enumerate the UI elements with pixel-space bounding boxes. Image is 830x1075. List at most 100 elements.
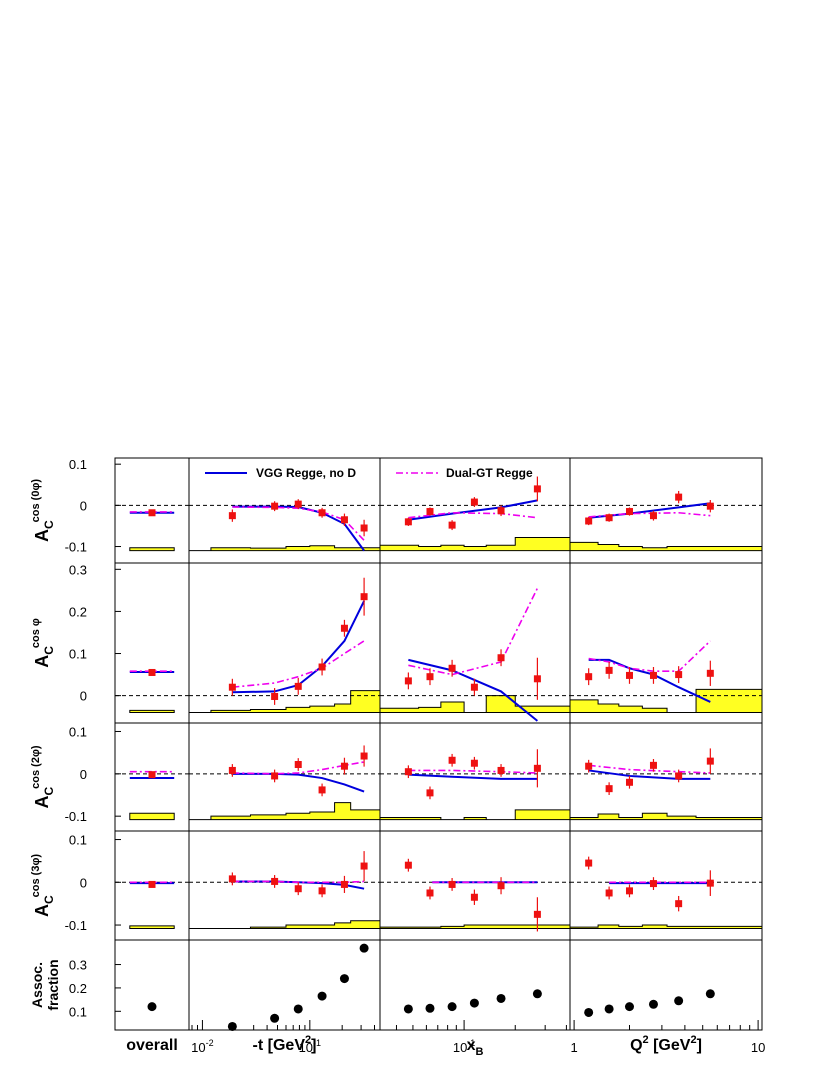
x-tick-label-base: 10	[453, 1040, 467, 1055]
y-tick-label: 0	[80, 498, 87, 513]
panel-cos3phi-t	[188, 830, 381, 941]
y-tick-label: -0.1	[65, 540, 87, 555]
data-point	[605, 666, 613, 674]
systematic-band	[189, 545, 381, 552]
x-axis-title-t: -t [GeV2]	[253, 1034, 317, 1054]
assoc-fraction-point	[293, 1004, 303, 1014]
dual-gt-curve	[588, 764, 711, 774]
assoc-fraction-point	[147, 1002, 157, 1012]
dual-gt-curve	[408, 511, 538, 519]
assoc-fraction-point	[339, 974, 349, 984]
x-tick-label: 10-1	[299, 1038, 321, 1055]
panel-frame	[379, 562, 571, 724]
panel-cosphi-t	[188, 562, 381, 724]
panel-frame	[188, 939, 381, 1031]
data-point	[706, 757, 714, 765]
data-point	[675, 772, 683, 780]
x-axis-title-main: Q	[630, 1037, 642, 1054]
panel-cos2phi-t	[188, 722, 381, 832]
y-axis-title: ACcos (2φ)	[30, 745, 56, 808]
data-point	[497, 766, 505, 774]
data-point	[649, 671, 657, 679]
y-tick-label: 0	[80, 875, 87, 890]
systematic-band	[189, 690, 381, 713]
x-tick-label: 10-1	[453, 1038, 475, 1055]
data-point	[448, 880, 456, 888]
vgg-curve	[232, 505, 365, 552]
vgg-curve	[232, 772, 365, 793]
assoc-fraction-point	[604, 1004, 614, 1014]
x-axis-title-sup: 2	[643, 1034, 649, 1046]
data-point	[625, 671, 633, 679]
y-axis-title: Assoc.fraction	[29, 959, 61, 1010]
data-point	[706, 669, 714, 677]
data-point	[148, 509, 156, 517]
assoc-fraction-point	[469, 998, 479, 1008]
data-point	[585, 762, 593, 770]
x-axis-title-main: overall	[126, 1037, 178, 1054]
data-point	[585, 673, 593, 681]
data-point	[228, 512, 236, 520]
y-axis-title-line2: fraction	[45, 959, 61, 1010]
y-axis-title-main: A	[32, 796, 52, 809]
data-point	[649, 512, 657, 520]
y-tick-label: 0.2	[69, 604, 87, 619]
panel-cos2phi-xB	[379, 722, 571, 832]
panel-frame	[379, 830, 571, 941]
x-axis-title-sub: B	[475, 1046, 483, 1058]
dual-gt-curve	[408, 587, 539, 676]
data-point	[340, 624, 348, 632]
panel-cosphi-Q2	[569, 562, 763, 724]
panel-cos3phi-overall	[114, 830, 190, 941]
data-point	[360, 524, 368, 532]
y-tick-label: -0.1	[65, 918, 87, 933]
assoc-fraction-point	[624, 1002, 634, 1012]
x-axis-title-Q2: Q2 [GeV2]	[630, 1034, 702, 1054]
assoc-fraction-point	[425, 1003, 435, 1013]
assoc-fraction-point	[317, 991, 327, 1001]
data-point	[470, 893, 478, 901]
data-point	[706, 502, 714, 510]
data-point	[426, 889, 434, 897]
x-axis-title-end2: ]	[697, 1037, 702, 1054]
y-axis-title-line1: Assoc.	[29, 962, 45, 1008]
systematic-band	[129, 709, 175, 713]
vgg-curve	[588, 769, 711, 780]
data-point	[148, 771, 156, 779]
y-tick-label: 0.2	[69, 981, 87, 996]
panel-cosphi-overall	[114, 562, 190, 724]
panel-cos0phi-overall	[114, 457, 190, 564]
y-axis-title-main: A	[32, 904, 52, 917]
vgg-curve	[408, 658, 539, 722]
legend-label-vgg: VGG Regge, no D	[256, 466, 356, 480]
y-axis-title-main: A	[32, 529, 52, 542]
data-point	[318, 887, 326, 895]
x-axis-title-end: ]	[311, 1037, 316, 1054]
data-point	[360, 752, 368, 760]
data-point	[470, 683, 478, 691]
x-axis-title-main: x	[467, 1037, 476, 1054]
systematic-band	[569, 688, 763, 713]
data-point	[605, 514, 613, 522]
y-tick-label: -0.1	[65, 809, 87, 824]
data-point	[360, 593, 368, 601]
data-point	[404, 518, 412, 526]
y-axis-title-sup: cos (3φ)	[30, 854, 42, 898]
systematic-band	[379, 809, 571, 821]
data-point	[228, 766, 236, 774]
y-axis-title-main: A	[32, 655, 52, 668]
data-point	[294, 500, 302, 508]
panel-cosphi-xB	[379, 562, 571, 724]
data-point	[340, 762, 348, 770]
data-point	[271, 692, 279, 700]
vgg-curve	[408, 773, 538, 780]
x-axis-title-xB: xB	[467, 1037, 484, 1058]
assoc-fraction-point	[584, 1007, 594, 1017]
y-tick-label: 0.3	[69, 958, 87, 973]
y-axis-title: ACcos (3φ)	[30, 854, 56, 917]
panel-frame	[379, 939, 571, 1031]
y-tick-label: 0.1	[69, 1004, 87, 1019]
data-point	[497, 654, 505, 662]
x-axis-title-overall: overall	[126, 1037, 178, 1054]
